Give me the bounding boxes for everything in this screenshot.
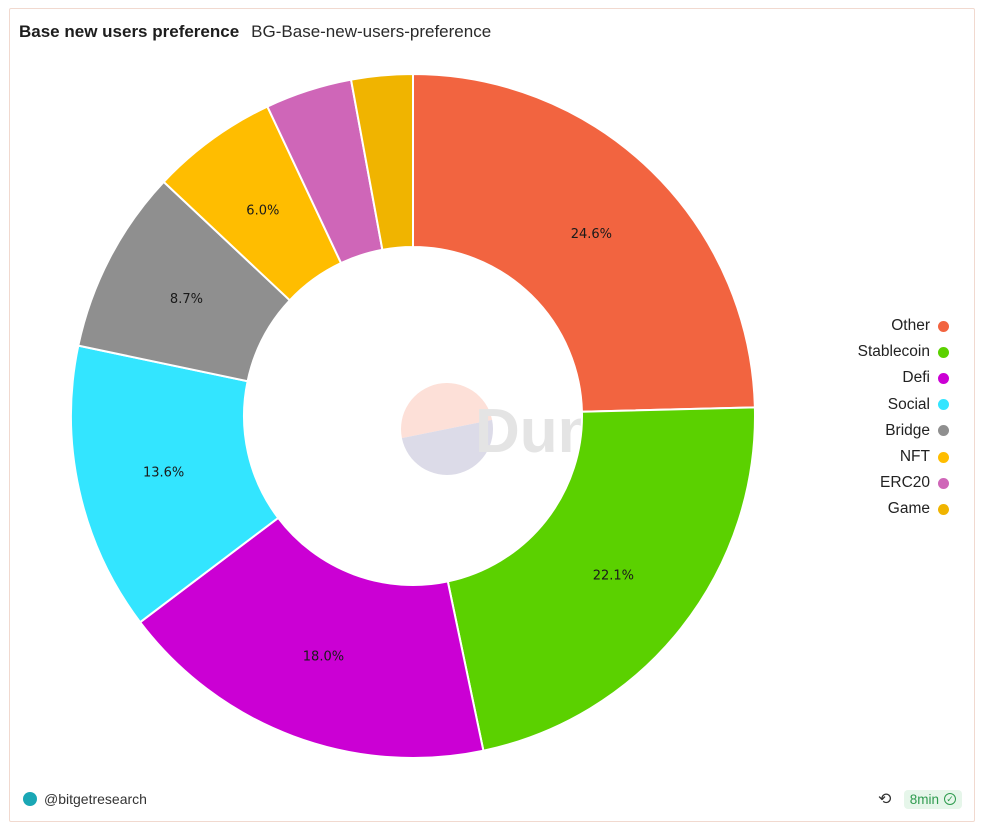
legend-label: NFT (899, 448, 930, 466)
slice-label-nft: 6.0% (246, 203, 279, 218)
legend-item-defi[interactable]: Defi (858, 365, 949, 391)
legend-label: Stablecoin (857, 343, 930, 361)
legend-swatch (938, 372, 949, 384)
legend-swatch (938, 425, 949, 437)
legend-label: Bridge (885, 421, 930, 439)
pie-slice-game[interactable] (349, 72, 414, 251)
pie-slice-social[interactable] (70, 344, 280, 624)
legend-item-social[interactable]: Social (858, 392, 949, 418)
chart-subtitle: BG-Base-new-users-preference (251, 22, 492, 41)
check-circle-icon: ✓ (944, 793, 956, 805)
legend-label: Game (887, 500, 930, 518)
freshness-text: 8min (909, 791, 939, 807)
legend-swatch (938, 320, 949, 332)
legend-item-stablecoin[interactable]: Stablecoin (858, 339, 949, 365)
chart-status: ⟲ 8min ✓ (876, 789, 962, 809)
chart-header: Base new users preference BG-Base-new-us… (19, 22, 491, 46)
freshness-badge: 8min ✓ (903, 789, 962, 809)
pie-slice-stablecoin[interactable] (446, 406, 756, 752)
chart-card: Base new users preference BG-Base-new-us… (9, 8, 975, 822)
legend-swatch (938, 503, 949, 515)
author-info: @bitgetresearch (23, 791, 147, 807)
legend-item-game[interactable]: Game (858, 496, 949, 522)
legend-item-bridge[interactable]: Bridge (858, 418, 949, 444)
slice-label-defi: 18.0% (303, 649, 344, 664)
legend-label: Defi (902, 369, 930, 387)
chart-legend: Other Stablecoin Defi Social Bridge NFT ERC20 G… (858, 313, 949, 523)
legend-item-erc20[interactable]: ERC20 (858, 470, 949, 496)
pie-slice-defi[interactable] (138, 516, 485, 759)
pie-slice-other[interactable] (412, 72, 756, 413)
chart-title: Base new users preference (19, 22, 240, 41)
legend-item-nft[interactable]: NFT (858, 444, 949, 470)
dune-logo-top (401, 383, 493, 439)
dune-logo-bottom (401, 419, 493, 476)
slice-label-stablecoin: 22.1% (593, 568, 634, 583)
legend-item-other[interactable]: Other (858, 313, 949, 339)
author-handle[interactable]: @bitgetresearch (44, 791, 147, 807)
legend-label: Social (887, 395, 930, 413)
slice-label-bridge: 8.7% (170, 292, 203, 307)
refresh-icon[interactable]: ⟲ (878, 791, 892, 808)
author-avatar[interactable] (23, 792, 37, 806)
pie-chart: Dune 24.6%22.1%18.0%13.6%8.7%6.0% (70, 72, 756, 759)
legend-label: Other (891, 317, 930, 335)
legend-label: ERC20 (880, 474, 930, 492)
legend-swatch (938, 346, 949, 358)
slice-label-social: 13.6% (143, 466, 184, 481)
legend-swatch (938, 477, 949, 489)
legend-swatch (938, 399, 949, 411)
legend-swatch (938, 451, 949, 463)
slice-label-other: 24.6% (571, 227, 612, 242)
